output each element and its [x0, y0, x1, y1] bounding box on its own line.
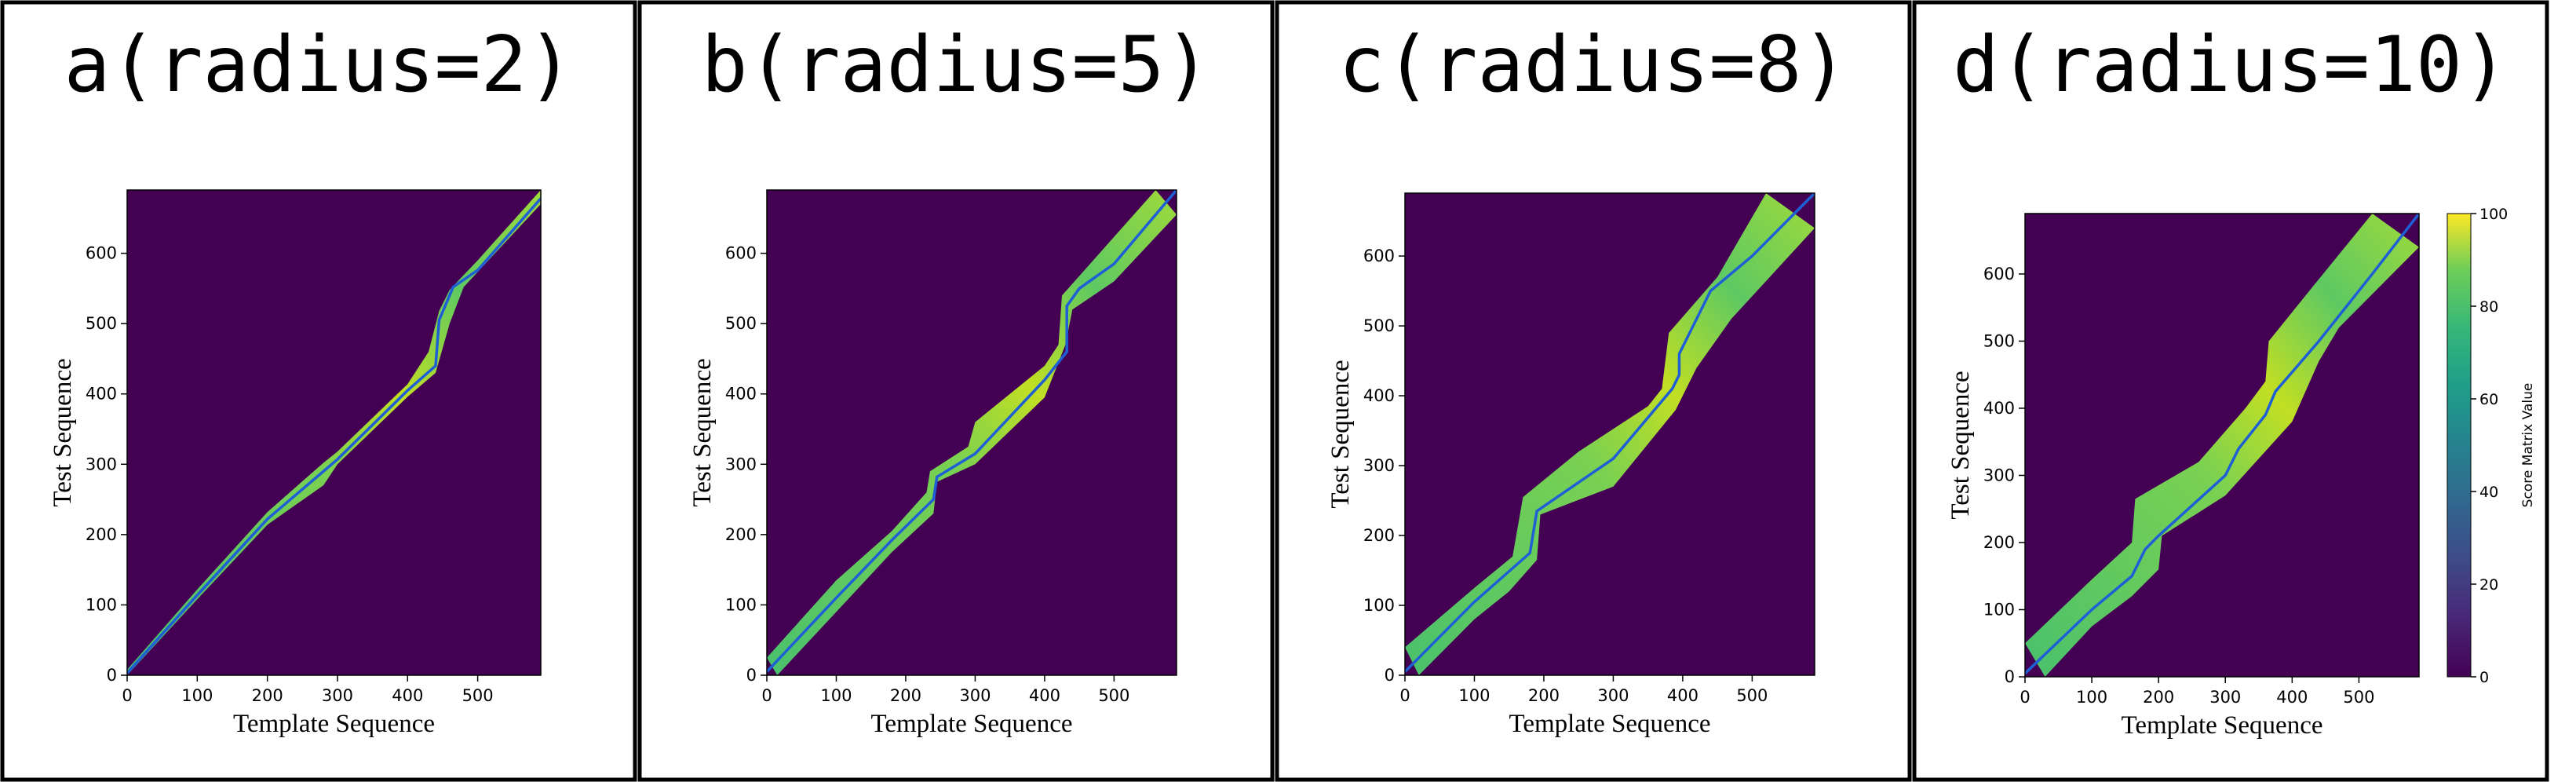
panel-d: d(radius=10) 0 100 200 300 400 500 0 100 200 300 40… — [1912, 0, 2549, 782]
panel-frame — [1912, 0, 2549, 782]
y-tick-label: 500 — [1363, 316, 1395, 335]
x-tick-label: 500 — [462, 686, 494, 705]
colorbar-tick-label: 80 — [2479, 298, 2498, 316]
y-axis-label: Test Sequence — [1947, 371, 1975, 519]
y-tick-label: 600 — [725, 244, 757, 263]
axes-frame — [766, 189, 1177, 676]
x-tick-label: 400 — [2276, 688, 2308, 707]
y-tick-label: 200 — [1983, 533, 2015, 552]
axes-frame — [1404, 192, 1815, 676]
x-tick-label: 200 — [1528, 686, 1560, 705]
x-tick-label: 300 — [1597, 686, 1629, 705]
chart-svg: 0 100 200 300 400 500 0 100 200 300 400 500 600 Templ… — [637, 0, 1275, 782]
x-tick-label: 100 — [181, 686, 213, 705]
y-tick-label: 0 — [2005, 667, 2015, 686]
chart-svg: 0 100 200 300 400 500 0 100 200 300 400 500 600 Templ… — [0, 0, 637, 782]
panel-frame — [637, 0, 1275, 782]
x-tick-label: 0 — [2020, 688, 2030, 707]
warping-path — [1405, 193, 1815, 673]
panel-title: a(radius=2) — [64, 20, 574, 110]
y-tick-label: 0 — [746, 666, 757, 685]
y-tick-label: 400 — [1363, 386, 1395, 405]
x-tick-label: 200 — [890, 686, 921, 705]
score-band — [127, 190, 541, 675]
y-tick-label: 100 — [1983, 600, 2015, 619]
y-tick-label: 400 — [86, 385, 117, 404]
score-band — [2025, 214, 2419, 677]
x-tick-label: 400 — [1029, 686, 1060, 705]
warping-path — [767, 190, 1177, 673]
y-tick-label: 300 — [1983, 466, 2015, 484]
x-tick-label: 300 — [959, 686, 991, 705]
x-axis-label: Template Sequence — [1509, 710, 1711, 738]
chart-svg: 0 100 200 300 400 500 0 100 200 300 400 500 600 Templ… — [1275, 0, 1912, 782]
y-tick-label: 0 — [107, 666, 117, 685]
panel-title: d(radius=10) — [1952, 20, 2508, 110]
x-tick-label: 500 — [1736, 686, 1768, 705]
panel-frame — [0, 0, 637, 782]
x-tick-label: 0 — [761, 686, 772, 705]
colorbar-tick-label: 20 — [2479, 576, 2498, 594]
panel-title: b(radius=5) — [701, 20, 1211, 110]
y-tick-label: 500 — [725, 314, 757, 333]
warping-path — [2025, 214, 2419, 674]
x-tick-label: 500 — [2343, 688, 2374, 707]
x-tick-label: 400 — [392, 686, 423, 705]
y-tick-label: 500 — [1983, 331, 2015, 350]
x-tick-label: 100 — [2076, 688, 2107, 707]
colorbar-tick-label: 100 — [2479, 206, 2508, 223]
y-tick-label: 100 — [725, 595, 757, 614]
x-tick-label: 400 — [1667, 686, 1698, 705]
y-tick-label: 400 — [1983, 399, 2015, 418]
y-tick-label: 300 — [725, 455, 757, 473]
colorbar-tick-label: 60 — [2479, 391, 2498, 408]
y-tick-label: 600 — [1983, 265, 2015, 283]
y-axis-label: Test Sequence — [688, 358, 717, 506]
x-tick-label: 300 — [2209, 688, 2241, 707]
x-axis-label: Template Sequence — [871, 710, 1073, 738]
warping-path — [127, 197, 541, 674]
score-band — [767, 190, 1177, 675]
y-tick-label: 600 — [86, 244, 117, 263]
y-tick-label: 600 — [1363, 247, 1395, 265]
panel-a: a(radius=2) 0 100 200 300 400 500 0 100 200 300 400… — [0, 0, 637, 782]
y-tick-label: 400 — [725, 385, 757, 404]
x-axis-label: Template Sequence — [2122, 711, 2323, 740]
axes-frame — [126, 189, 542, 676]
y-tick-label: 500 — [86, 314, 117, 333]
colorbar-tick-label: 40 — [2479, 484, 2498, 501]
x-tick-label: 0 — [1399, 686, 1410, 705]
chart-svg: 0 100 200 300 400 5000100200300400500600Templ… — [1912, 0, 2549, 782]
y-tick-label: 300 — [86, 455, 117, 473]
axes-frame — [2024, 213, 2420, 678]
y-tick-label: 300 — [1363, 456, 1395, 475]
panel-frame — [1275, 0, 1912, 782]
y-tick-label: 200 — [1363, 526, 1395, 545]
x-tick-label: 200 — [252, 686, 283, 705]
x-tick-label: 300 — [322, 686, 353, 705]
colorbar-tick-label: 0 — [2479, 669, 2489, 686]
panel-title: c(radius=8) — [1338, 20, 1848, 110]
panel-c: c(radius=8) 0 100 200 300 400 500 0 100 200 300 400… — [1275, 0, 1912, 782]
panel-b: b(radius=5) 0 100 200 300 400 500 0 100 200 300 400… — [637, 0, 1275, 782]
colorbar — [2446, 213, 2472, 678]
x-tick-label: 500 — [1098, 686, 1129, 705]
x-axis-label: Template Sequence — [233, 710, 435, 738]
y-tick-label: 200 — [725, 525, 757, 544]
x-tick-label: 200 — [2143, 688, 2174, 707]
score-band — [1405, 193, 1815, 675]
y-axis-label: Test Sequence — [1326, 360, 1355, 508]
x-tick-label: 0 — [122, 686, 132, 705]
y-tick-label: 100 — [1363, 596, 1395, 615]
x-tick-label: 100 — [820, 686, 852, 705]
y-tick-label: 100 — [86, 595, 117, 614]
y-tick-label: 0 — [1385, 666, 1395, 685]
y-tick-label: 200 — [86, 525, 117, 544]
x-tick-label: 100 — [1458, 686, 1490, 705]
colorbar-label: Score Matrix Value — [2520, 383, 2536, 508]
y-axis-label: Test Sequence — [49, 358, 77, 506]
